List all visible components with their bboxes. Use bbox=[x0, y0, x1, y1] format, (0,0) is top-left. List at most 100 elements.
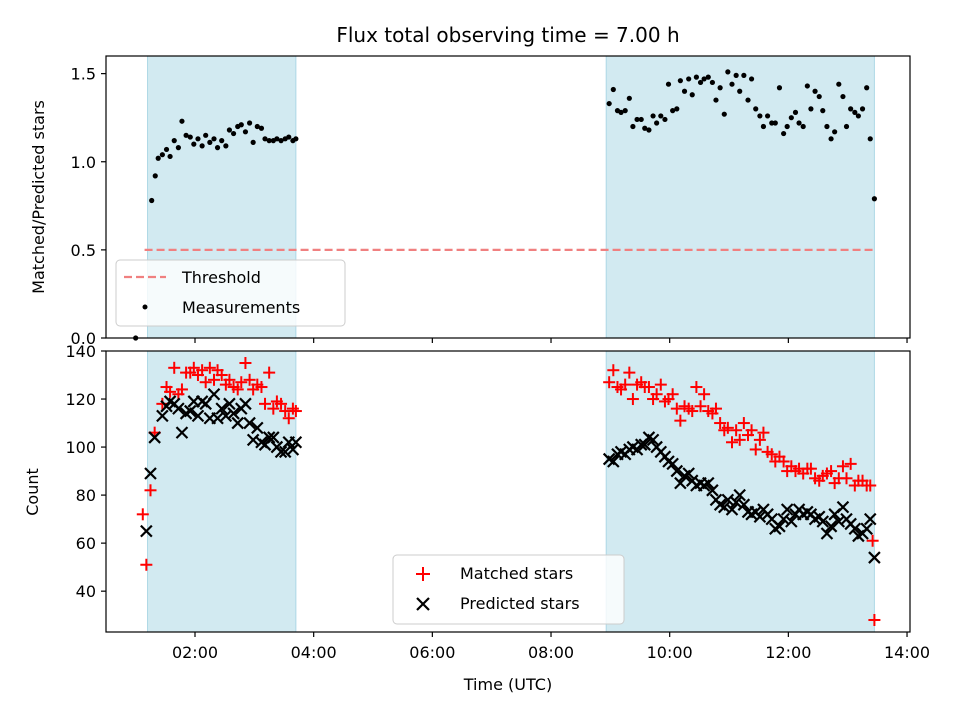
measurement-point bbox=[689, 92, 695, 98]
measurement-point bbox=[772, 120, 778, 126]
measurement-point bbox=[804, 83, 810, 89]
measurement-point bbox=[836, 81, 842, 87]
measurement-point bbox=[800, 123, 806, 130]
matched-star-point bbox=[144, 484, 157, 497]
bottom-axes-frame bbox=[105, 350, 911, 633]
measurement-point bbox=[843, 123, 850, 130]
matched-star-point bbox=[239, 357, 252, 370]
predicted-star-point bbox=[156, 409, 169, 423]
matched-star-point bbox=[207, 373, 220, 386]
measurement-point bbox=[776, 85, 783, 91]
measurement-point bbox=[634, 116, 640, 123]
predicted-star-point bbox=[682, 467, 695, 480]
measurement-point bbox=[214, 145, 221, 151]
chart-title: Flux total observing time = 7.00 h bbox=[336, 23, 679, 47]
predicted-star-point bbox=[816, 515, 830, 528]
matched-legend-label: Matched stars bbox=[460, 564, 573, 583]
predicted-star-point bbox=[729, 496, 743, 509]
measurement-point bbox=[191, 141, 197, 147]
matched-star-point bbox=[642, 381, 655, 394]
threshold-legend-label: Threshold bbox=[181, 268, 261, 287]
measurement-point bbox=[646, 127, 652, 133]
predicted-star-point bbox=[753, 510, 767, 523]
matched-star-point bbox=[730, 424, 743, 437]
matched-star-point bbox=[650, 388, 663, 401]
measurement-point bbox=[622, 108, 628, 114]
predicted-star-point bbox=[848, 522, 862, 536]
measurements-legend-label: Measurements bbox=[182, 298, 300, 317]
top-legend-box bbox=[115, 259, 346, 327]
measurement-points bbox=[133, 69, 877, 341]
x-tick-label: 12:00 bbox=[765, 643, 811, 662]
matched-star-point bbox=[286, 402, 299, 415]
measurement-point bbox=[665, 81, 672, 87]
predicted-star-point bbox=[785, 515, 798, 528]
predicted-star-point bbox=[638, 438, 652, 451]
measurement-point bbox=[662, 116, 668, 123]
matched-star-point bbox=[674, 414, 687, 427]
predicted-star-point bbox=[780, 503, 794, 516]
predicted-star-point bbox=[860, 522, 873, 536]
measurement-point bbox=[155, 155, 161, 161]
measurement-point bbox=[816, 93, 822, 100]
predicted-star-point bbox=[286, 443, 300, 456]
matched-star-point bbox=[753, 433, 766, 446]
measurement-point bbox=[725, 69, 731, 75]
measurement-point bbox=[677, 78, 683, 84]
matched-star-point bbox=[215, 369, 228, 382]
measurement-point bbox=[203, 132, 209, 138]
x-tick-label: 02:00 bbox=[172, 643, 218, 662]
matched-star-point bbox=[654, 378, 667, 391]
measurement-point bbox=[753, 106, 759, 112]
measurement-point bbox=[226, 127, 233, 133]
predicted-star-point bbox=[773, 520, 786, 533]
predicted-star-point bbox=[219, 409, 233, 423]
measurement-point bbox=[681, 88, 688, 94]
predicted-stars-points bbox=[140, 387, 881, 564]
predicted-star-point bbox=[251, 421, 264, 435]
measurement-point bbox=[717, 85, 723, 91]
measurement-point bbox=[606, 100, 612, 107]
predicted-star-point bbox=[820, 527, 834, 540]
matched-star-point bbox=[864, 479, 877, 492]
measurement-point bbox=[195, 136, 201, 142]
measurement-point bbox=[650, 113, 656, 119]
y-tick-label: 1.0 bbox=[71, 153, 96, 172]
bottom-legend: Matched stars Predicted stars bbox=[392, 554, 625, 625]
predicted-star-point bbox=[215, 402, 228, 415]
matched-star-point bbox=[804, 462, 817, 475]
measurement-point bbox=[788, 115, 794, 121]
count-panel: 40 60 80 100 120 140 02:00 04:00 06:00 08:00 10:0… bbox=[23, 342, 930, 694]
measurement-point bbox=[179, 118, 185, 124]
matched-star-point bbox=[259, 397, 272, 410]
matched-star-point bbox=[690, 381, 703, 394]
matched-star-point bbox=[164, 385, 177, 398]
measurement-point bbox=[187, 134, 193, 140]
y-tick-label: 100 bbox=[65, 438, 96, 457]
matched-star-point bbox=[279, 405, 292, 418]
measurement-point bbox=[262, 136, 268, 142]
measurement-point bbox=[709, 79, 716, 86]
matched-star-point bbox=[836, 460, 849, 473]
predicted-star-point bbox=[175, 426, 189, 439]
matched-star-point bbox=[175, 383, 188, 396]
y-tick-label: 0.5 bbox=[71, 241, 96, 260]
shaded-interval-1 bbox=[605, 55, 875, 339]
matched-star-point bbox=[670, 402, 683, 415]
measurement-point bbox=[733, 72, 739, 78]
matched-star-point bbox=[619, 378, 632, 391]
predicted-star-point bbox=[733, 488, 746, 502]
matched-star-point bbox=[721, 421, 734, 434]
measurement-point bbox=[211, 136, 217, 142]
y-tick-label: 120 bbox=[65, 390, 96, 409]
predicted-star-point bbox=[239, 397, 252, 411]
measurement-point bbox=[254, 123, 260, 130]
measurement-point bbox=[163, 146, 170, 153]
predicted-star-point bbox=[144, 467, 157, 480]
measurement-point bbox=[199, 143, 205, 149]
predicted-star-point bbox=[262, 431, 276, 444]
matched-star-point bbox=[757, 426, 770, 439]
predicted-star-point bbox=[148, 431, 161, 444]
measurement-point bbox=[852, 109, 858, 115]
